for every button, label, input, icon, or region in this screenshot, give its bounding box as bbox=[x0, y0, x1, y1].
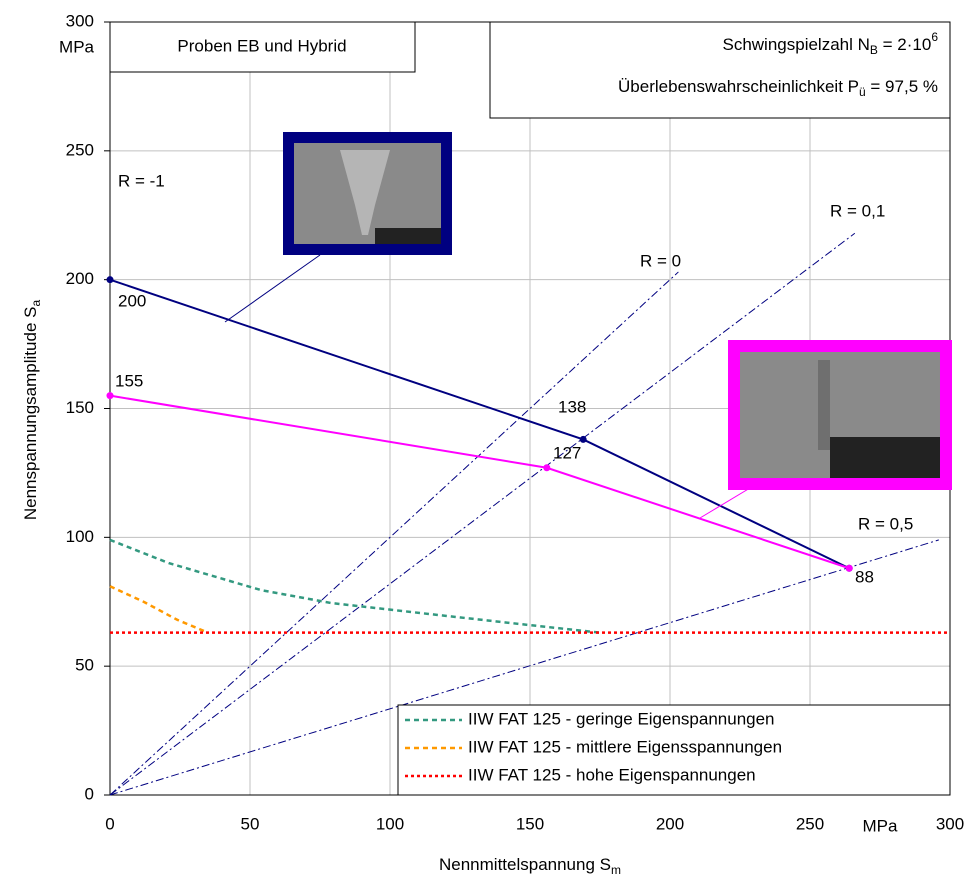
info-text-main: Schwingspielzahl N bbox=[722, 35, 869, 54]
x-tick-label: 250 bbox=[796, 814, 824, 833]
chart: 0 50 100 150 200 250 300 0 50 100 150 200 250 300 MPa M… bbox=[0, 0, 964, 888]
info-text-main: Überlebenswahrscheinlichkeit P bbox=[618, 77, 859, 96]
data-point bbox=[107, 392, 114, 399]
data-label: 200 bbox=[118, 291, 146, 310]
data-label: 127 bbox=[553, 443, 581, 462]
box-title: Proben EB und Hybrid bbox=[177, 36, 346, 55]
y-tick-label: 250 bbox=[66, 140, 94, 159]
y-tick-label: 150 bbox=[66, 398, 94, 417]
x-tick-label: 200 bbox=[656, 814, 684, 833]
info-text-sub: ü bbox=[859, 85, 866, 99]
x-tick-label: 0 bbox=[105, 814, 114, 833]
annotation: R = -1 bbox=[118, 171, 165, 190]
info-text-rest: = 2·10 bbox=[878, 35, 931, 54]
info-text-rest: = 97,5 % bbox=[866, 77, 938, 96]
data-label: 155 bbox=[115, 371, 143, 390]
data-label: 138 bbox=[558, 397, 586, 416]
inset-weld bbox=[818, 360, 830, 450]
x-tick-label: 150 bbox=[516, 814, 544, 833]
y-tick-label: 50 bbox=[75, 656, 94, 675]
legend-label: IIW FAT 125 - mittlere Eigensspannungen bbox=[468, 737, 782, 756]
y-axis-label-text: Nennspannungsamplitude S bbox=[21, 307, 40, 521]
y-tick-label: 100 bbox=[66, 527, 94, 546]
x-tick-label: 300 bbox=[936, 814, 964, 833]
info-text-sub: B bbox=[870, 43, 878, 57]
inset-image-dark bbox=[375, 228, 441, 244]
reference-label: R = 0,5 bbox=[858, 514, 913, 533]
data-point bbox=[580, 436, 587, 443]
y-axis-label: Nennspannungsamplitude Sa bbox=[21, 300, 43, 521]
legend-label: IIW FAT 125 - geringe Eigenspannungen bbox=[468, 709, 775, 728]
data-point bbox=[107, 276, 114, 283]
y-axis-label-sub: a bbox=[29, 300, 43, 307]
y-unit: MPa bbox=[59, 37, 95, 56]
inset-image-dark bbox=[830, 437, 940, 478]
info-text-sup: 6 bbox=[931, 30, 938, 44]
data-label: 88 bbox=[855, 567, 874, 586]
legend-label: IIW FAT 125 - hohe Eigenspannungen bbox=[468, 765, 756, 784]
reference-label: R = 0 bbox=[640, 251, 681, 270]
y-tick-label: 200 bbox=[66, 269, 94, 288]
data-point bbox=[543, 464, 550, 471]
reference-label: R = 0,1 bbox=[830, 201, 885, 220]
x-axis-label-text: Nennmittelspannung S bbox=[439, 855, 611, 874]
info-text: Überlebenswahrscheinlichkeit Pü = 97,5 % bbox=[618, 77, 938, 99]
data-point bbox=[846, 565, 853, 572]
y-tick-label: 0 bbox=[85, 784, 94, 803]
x-unit: MPa bbox=[863, 816, 899, 835]
x-axis-label: Nennmittelspannung Sm bbox=[439, 855, 621, 877]
x-tick-label: 50 bbox=[241, 814, 260, 833]
x-axis-label-sub: m bbox=[611, 863, 621, 877]
x-tick-label: 100 bbox=[376, 814, 404, 833]
y-tick-label: 300 bbox=[66, 11, 94, 30]
